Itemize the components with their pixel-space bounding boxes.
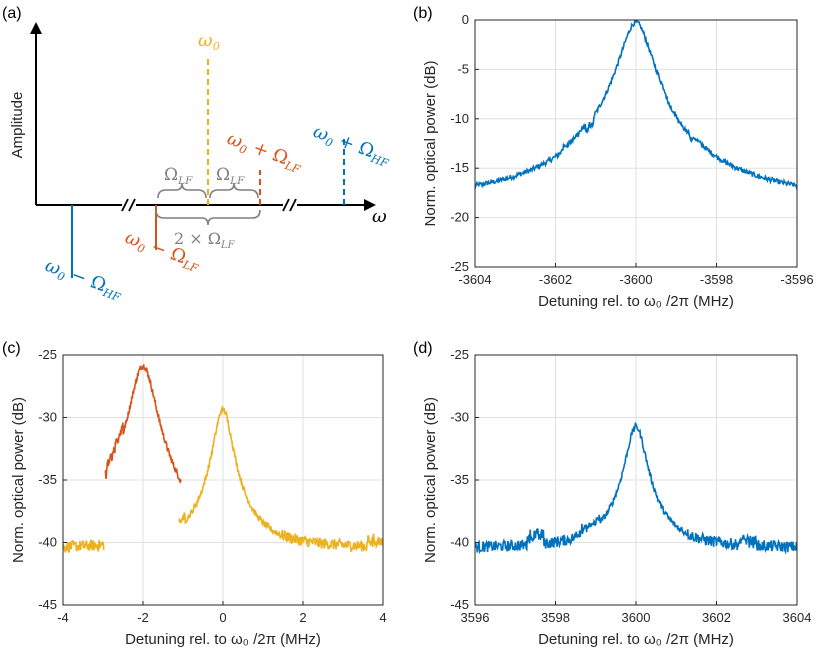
y-tick-label: -45: [38, 597, 57, 612]
y-tick-label: -10: [450, 111, 469, 126]
x-tick-label: -3602: [539, 272, 572, 287]
x-tick-label: -2: [137, 610, 149, 625]
axis-break-mark: [282, 198, 290, 212]
chart-0: (b) -3604 -3602 -3600 -3598 -3596 -25 -20 -15 -10…: [413, 5, 814, 310]
chart-2: (d) 3596 3598 3600 3602 3604 -45 -40 -35 -30 -25 No…: [413, 340, 811, 648]
x-axis-label: Detuning rel. to ω₀ /2π (MHz): [538, 631, 734, 648]
label-carrier: ω0: [198, 30, 220, 53]
x-tick-label: 4: [379, 610, 386, 625]
panel-a-y-arrow: [30, 22, 42, 34]
panel-label: (d): [413, 340, 433, 357]
x-tick-label: 3596: [461, 610, 490, 625]
axis-break-mark: [128, 198, 136, 212]
x-tick-label: -3596: [780, 272, 813, 287]
label-plus-hf: ω0 + ΩHF: [310, 121, 395, 171]
label-brace-lf-left-text: ΩLF: [164, 165, 193, 187]
label-plus-lf-text: ω0 + ΩLF: [224, 128, 307, 177]
y-tick-label: -40: [450, 535, 469, 550]
label-brace-lf-right: ΩLF: [216, 165, 245, 187]
label-carrier-text: ω0: [198, 30, 220, 53]
panel-a-ylabel: Amplitude: [9, 92, 26, 159]
panel-a-x-arrow: [364, 199, 376, 211]
brace-lf-right: [209, 182, 259, 199]
axis-break-mark: [289, 198, 297, 212]
panel-a-label: (a): [2, 5, 22, 22]
label-plus-lf: ω0 + ΩLF: [224, 128, 307, 177]
y-tick-label: -15: [450, 160, 469, 175]
y-tick-label: -20: [450, 210, 469, 225]
y-axis-label: Norm. optical power (dB): [422, 61, 439, 227]
y-tick-label: -35: [450, 472, 469, 487]
x-tick-label: -3604: [458, 272, 491, 287]
x-tick-label: 0: [219, 610, 226, 625]
x-tick-label: -3600: [619, 272, 652, 287]
panel-label: (b): [413, 5, 433, 22]
y-tick-label: -25: [38, 347, 57, 362]
x-axis-label: Detuning rel. to ω₀ /2π (MHz): [538, 293, 734, 310]
y-tick-label: 0: [462, 12, 469, 27]
x-axis-label: Detuning rel. to ω₀ /2π (MHz): [125, 631, 321, 648]
chart-1: (c) -4 -2 0 2 4 -45 -40 -35 -30 -25 Norm. optical p…: [2, 340, 387, 648]
y-tick-label: -25: [450, 347, 469, 362]
y-axis-label: Norm. optical power (dB): [422, 397, 439, 563]
label-plus-hf-text: ω0 + ΩHF: [310, 121, 395, 171]
y-tick-label: -45: [450, 597, 469, 612]
y-tick-label: -25: [450, 259, 469, 274]
series-line-0: [104, 364, 182, 485]
y-tick-label: -30: [38, 410, 57, 425]
y-axis-label: Norm. optical power (dB): [10, 397, 27, 563]
panel-a-xlabel: ω: [372, 206, 387, 227]
axis-break-mark: [121, 198, 129, 212]
label-brace-lf-left: ΩLF: [164, 165, 193, 187]
y-tick-label: -5: [457, 61, 469, 76]
series-line-0: [475, 421, 797, 556]
x-tick-label: 3598: [541, 610, 570, 625]
label-brace-2lf-text: 2 × ΩLF: [174, 229, 236, 251]
x-tick-label: -3598: [700, 272, 733, 287]
y-tick-label: -30: [450, 410, 469, 425]
x-tick-label: 3600: [622, 610, 651, 625]
x-tick-label: 2: [299, 610, 306, 625]
panel-label: (c): [2, 340, 21, 357]
brace-2lf: [155, 209, 261, 226]
series-line-0: [475, 20, 797, 191]
x-tick-label: -4: [57, 610, 69, 625]
y-tick-label: -35: [38, 472, 57, 487]
label-brace-lf-right-text: ΩLF: [216, 165, 245, 187]
brace-lf-left: [157, 182, 207, 199]
x-tick-label: 3602: [702, 610, 731, 625]
label-minus-hf-text: ω0 − ΩHF: [42, 255, 127, 305]
x-tick-label: 3604: [783, 610, 812, 625]
label-brace-2lf: 2 × ΩLF: [174, 229, 236, 251]
label-minus-hf: ω0 − ΩHF: [42, 255, 127, 305]
y-tick-label: -40: [38, 535, 57, 550]
series-line-1: [63, 405, 383, 554]
